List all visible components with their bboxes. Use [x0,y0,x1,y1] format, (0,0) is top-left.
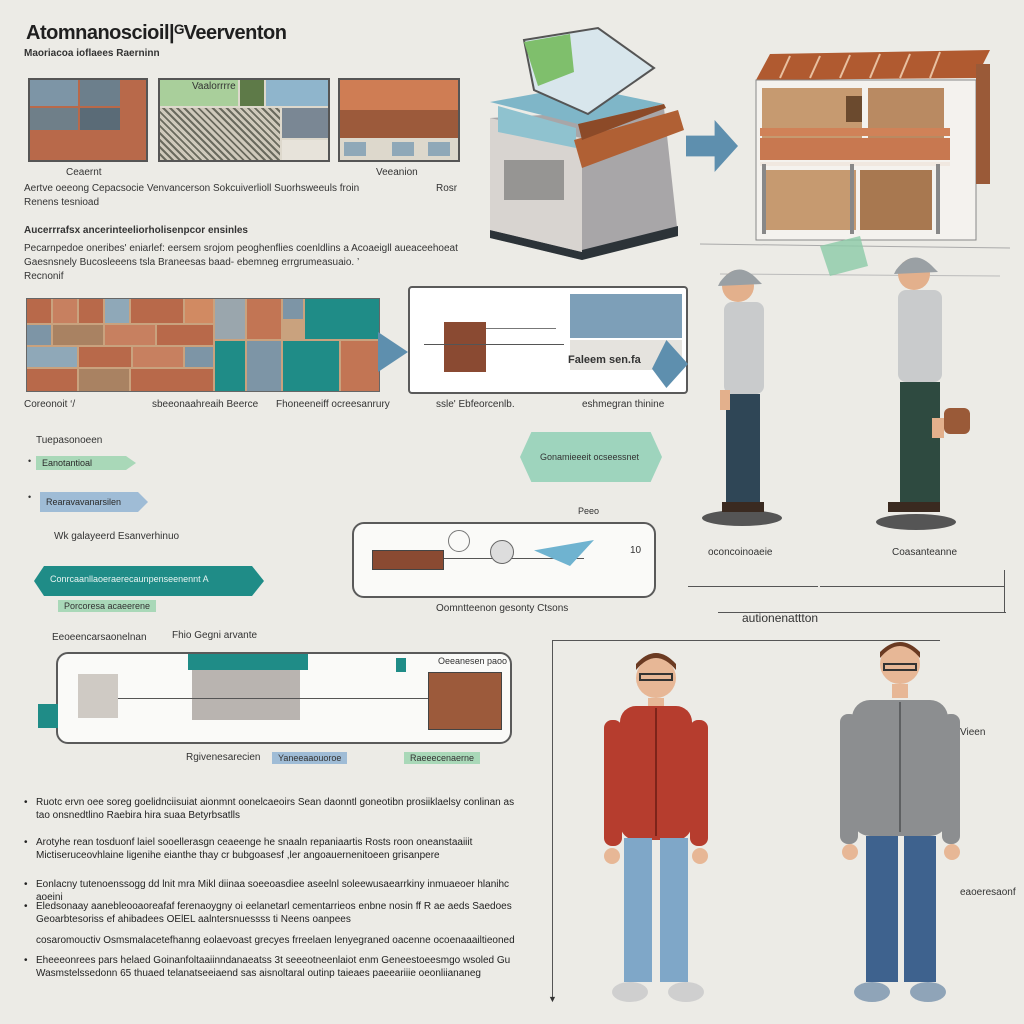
section-2-line1: Pecarnpedoe oneribes' eniarlef: eersem s… [24,243,458,254]
grid-label-mid: sbeeonaahreaih Beerce [152,399,259,410]
person-label: Vieen [960,727,986,738]
flow-top-tag-label: Gonamieeeit ocseessnet [540,452,640,462]
bottom-label-c: Oeeanesen paoo [438,656,508,666]
top-panel-3 [338,78,460,162]
page-title: Atomnanoscioil|ᴳVeerventon [26,22,287,44]
building-cutaway-illustration [700,50,1010,277]
bullet-icon-1: • [28,456,32,466]
box-label-left: ssle' Ebfeorcenlb. [436,399,515,410]
flow-caption: Oomntteenon gesonty Ctsons [436,603,569,614]
bullet-icon-2: • [28,492,32,502]
box-label-right: eshmegran thinine [582,399,665,410]
bracket-line-bottom [718,612,1006,613]
banner-label: Conrcaanllaoeraerecaunpenseenennt A [50,574,209,584]
bullet-4: • Eledsonaay aanebleooaoreafaf ferenaoygn… [24,901,512,925]
grid-label-left: Coreonoit ‘/ [24,399,76,410]
flow-number: 10 [630,545,642,556]
top-caption-x: Rosr [436,183,458,194]
panel-3-label: Veeanion [376,167,418,178]
banner-arrow[interactable]: Conrcaanllaoeraerecaunpenseenennt A [34,566,264,596]
bullet-2: • Arotyhe rean tosduonf laiel sooellerasg… [24,837,473,861]
panel-2-label: Vaalorrrre [192,81,236,92]
bullet-1: • Ruotc ervn oee soreg goelidnciisuiat ai… [24,797,515,821]
bullet-3: • Eonlacny tutenoenssogg dd lnit mra Mikl… [24,879,510,903]
grid-arrow-icon [378,332,408,372]
automation-label: autionenattton [742,611,819,625]
grid-label-right: Fhoneeneiff ocreesanrury [276,399,390,410]
box-inner-label: Faleem sen.fa [568,354,641,366]
workers-illustration [702,257,970,530]
page-subtitle: Maoriacoa ioflaees Raerninn [24,48,160,59]
people-frame-top [552,640,940,641]
side-label: eaoeresaonf [960,887,1016,898]
top-panel-1 [28,78,148,162]
subbanner-label: Porcoresa acaeerene [58,600,157,612]
section-2-heading: Aucerrrafsx ancerinteeliorholisenpcor en… [24,225,248,236]
people-illustration [604,642,960,1002]
flow-diagram-box: 10 [352,522,656,598]
tag-2[interactable]: Rearavavanarsilen [40,492,148,512]
wide-label: Wk galayeerd Esanverhinuo [54,531,180,542]
bracket-line-top [688,586,818,587]
panel-1-label: Ceaernt [66,167,102,178]
tag-1[interactable]: Eanotantioal weonee [36,456,136,470]
bottom-flow-box: Oeeanesen paoo [56,652,512,744]
section-2-line3: Recnonif [24,271,64,282]
flow-top-small: Peeo [578,506,600,516]
flow-top-tag[interactable]: Gonamieeeit ocseessnet [520,432,662,482]
top-caption-line1: Aertve oeeong Cepacsocie Venvancerson So… [24,183,360,194]
bracket-line-right [820,586,1004,587]
bottom-label-d: Rgivenesarecien [186,752,261,763]
green-block-icon [38,704,58,728]
people-frame-arrow-icon: ▼ [548,994,557,1004]
bracket-line-vertical [1004,570,1005,612]
bullet-6: • Eheeeonrees pars helaed Goinanfoltaaiin… [24,955,511,979]
worker-label-right: Coasanteanne [892,547,958,558]
worker-label-left: oconcoinoaeie [708,547,773,558]
material-block-illustration [490,26,684,260]
tags-heading: Tuepasonoeen [36,435,103,446]
bottom-label-a: Eeoeencarsaonelnan [52,632,147,643]
top-caption-line2: Renens tesnioad [24,197,100,208]
section-2-line2: Gaesnsnely Bucosleeens tsla Braneesas ba… [24,257,360,268]
process-diagram-box: Faleem sen.fa [408,286,688,394]
bottom-label-b: Fhio Gegni arvante [172,630,258,641]
people-frame-left [552,640,553,1000]
top-panel-2 [158,78,330,162]
bullet-5: cosaromouctiv Osmsmalacetefhanng eolaevo… [36,935,515,946]
bottom-tag-1[interactable]: Yaneeaaouoroe [272,752,348,764]
material-grid [26,298,380,392]
bottom-tag-2[interactable]: Raeeecenaerne [404,752,481,764]
